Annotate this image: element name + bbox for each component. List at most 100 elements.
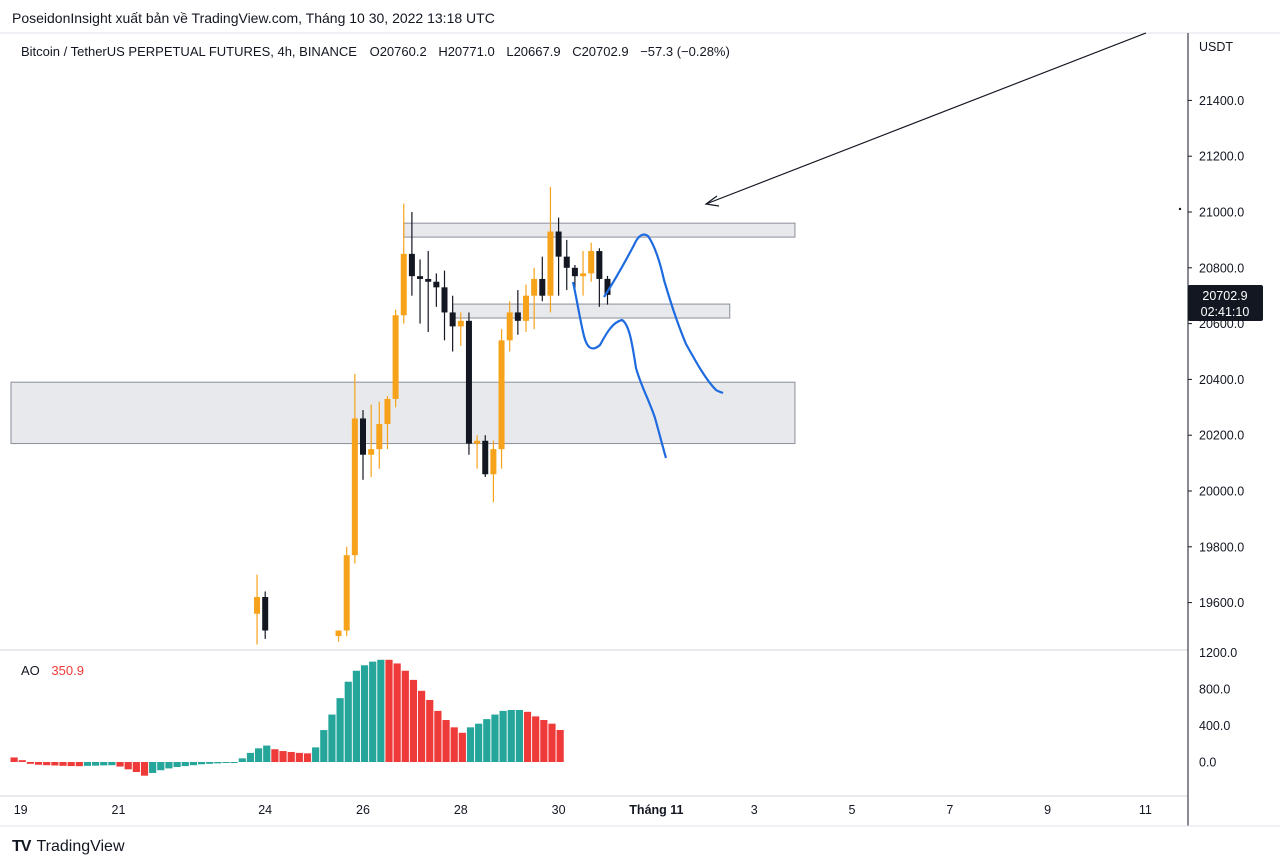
- legend-open: 20760.2: [380, 44, 427, 59]
- candle: [563, 239, 570, 291]
- ao-bar: [303, 753, 312, 762]
- ao-bar: [287, 751, 295, 762]
- candle-body: [580, 273, 587, 277]
- ao-bar: [336, 698, 344, 762]
- ao-bar: [18, 760, 26, 762]
- legend-close: 20702.9: [582, 44, 629, 59]
- ao-tick-label: 0.0: [1199, 756, 1216, 770]
- time-tick-label: 28: [454, 803, 468, 817]
- projection-path-lower[interactable]: [571, 281, 668, 459]
- ao-bar: [409, 679, 418, 762]
- candle: [425, 251, 432, 332]
- candle: [490, 440, 497, 503]
- ao-bar: [263, 745, 271, 762]
- legend-line: Bitcoin / TetherUS PERPETUAL FUTURES, 4h…: [21, 44, 730, 59]
- candle-body: [604, 278, 611, 295]
- candle: [457, 312, 464, 346]
- candle-body: [465, 320, 472, 444]
- price-tick-label: 21000.0: [1199, 206, 1244, 220]
- candle: [465, 312, 472, 455]
- ao-bar: [238, 758, 246, 762]
- candle-body: [262, 597, 269, 631]
- trend-arrow-line[interactable]: [705, 32, 1147, 205]
- ao-bar: [450, 727, 458, 762]
- last-price-tag[interactable]: 20702.9 02:41:10: [1188, 285, 1263, 321]
- candle: [449, 295, 456, 352]
- ao-bar: [320, 730, 328, 762]
- candle-body: [555, 231, 562, 257]
- candle-body: [531, 278, 538, 296]
- candle-body: [514, 312, 521, 321]
- ao-bar: [523, 711, 532, 762]
- ao-bar: [34, 762, 43, 765]
- ao-bar: [67, 762, 75, 767]
- candle: [335, 630, 342, 642]
- time-tick-label: Tháng 11: [629, 803, 683, 817]
- ao-axis-ticks: 1200.0 800.0 400.0 0.0: [1199, 646, 1237, 770]
- ao-bar: [26, 762, 34, 764]
- zone-2[interactable]: [10, 381, 796, 445]
- publisher-line: PoseidonInsight xuất bản về TradingView.…: [12, 10, 495, 26]
- price-tick-label: 21200.0: [1199, 150, 1244, 164]
- ao-bar: [206, 762, 214, 764]
- ao-bar: [344, 681, 352, 762]
- price-tick-label: 20800.0: [1199, 261, 1244, 275]
- time-tick-label: 30: [552, 803, 566, 817]
- ao-bar: [548, 723, 556, 762]
- candle-body: [457, 320, 464, 327]
- legend-symbol: Bitcoin / TetherUS PERPETUAL FUTURES, 4h…: [21, 44, 357, 59]
- candle-body: [351, 418, 358, 556]
- axis-dot-icon: [1178, 207, 1182, 211]
- candle-body: [343, 555, 350, 631]
- ao-bar: [100, 762, 108, 766]
- candle: [400, 203, 407, 324]
- candle-body: [506, 312, 513, 341]
- candle: [531, 267, 538, 330]
- ao-bar: [197, 762, 206, 765]
- candle-body: [360, 418, 366, 455]
- ao-bar: [352, 670, 360, 762]
- candle: [384, 396, 391, 450]
- legend-change: −57.3 (−0.28%): [640, 44, 730, 59]
- ao-bar: [466, 727, 475, 762]
- last-price-tag-bg: [1188, 285, 1263, 321]
- time-axis-ticks: 19 21 24 26 28 30 Tháng 11 3 5 7 9 11: [14, 803, 1152, 817]
- ao-bar: [189, 762, 197, 766]
- candle: [441, 270, 448, 341]
- time-tick-label: 9: [1044, 803, 1051, 817]
- ao-bar: [328, 714, 336, 762]
- zone-1[interactable]: [452, 303, 731, 319]
- candle-body: [408, 253, 415, 277]
- candle-body: [596, 251, 603, 279]
- ao-bar: [532, 716, 540, 762]
- candle-body: [449, 312, 456, 327]
- candle: [498, 329, 505, 469]
- ao-bar: [165, 762, 173, 769]
- candle: [408, 212, 415, 296]
- candle: [514, 290, 521, 335]
- ao-bar: [507, 709, 515, 762]
- arrow-head-icon: [704, 195, 720, 207]
- candle-body: [563, 256, 570, 268]
- zone-0[interactable]: [403, 222, 796, 238]
- ao-bar: [393, 663, 401, 762]
- candle: [596, 248, 603, 307]
- candle-body: [441, 287, 448, 313]
- time-tick-label: 26: [356, 803, 370, 817]
- drawings-layer: [571, 32, 1147, 459]
- legend-low-label: L: [506, 44, 513, 59]
- projection-path-upper[interactable]: [603, 233, 724, 395]
- candle: [539, 256, 546, 302]
- ao-bar: [418, 690, 426, 762]
- tradingview-brand[interactable]: TV TradingView: [12, 838, 125, 856]
- candle: [417, 259, 424, 324]
- time-tick-label: 11: [1139, 803, 1152, 817]
- candle: [254, 574, 261, 645]
- legend-low: 20667.9: [514, 44, 561, 59]
- candles-layer: [254, 186, 611, 645]
- candle-body: [368, 449, 375, 455]
- ao-bar: [483, 719, 491, 762]
- ao-bar: [83, 762, 92, 766]
- candle-body: [417, 276, 424, 279]
